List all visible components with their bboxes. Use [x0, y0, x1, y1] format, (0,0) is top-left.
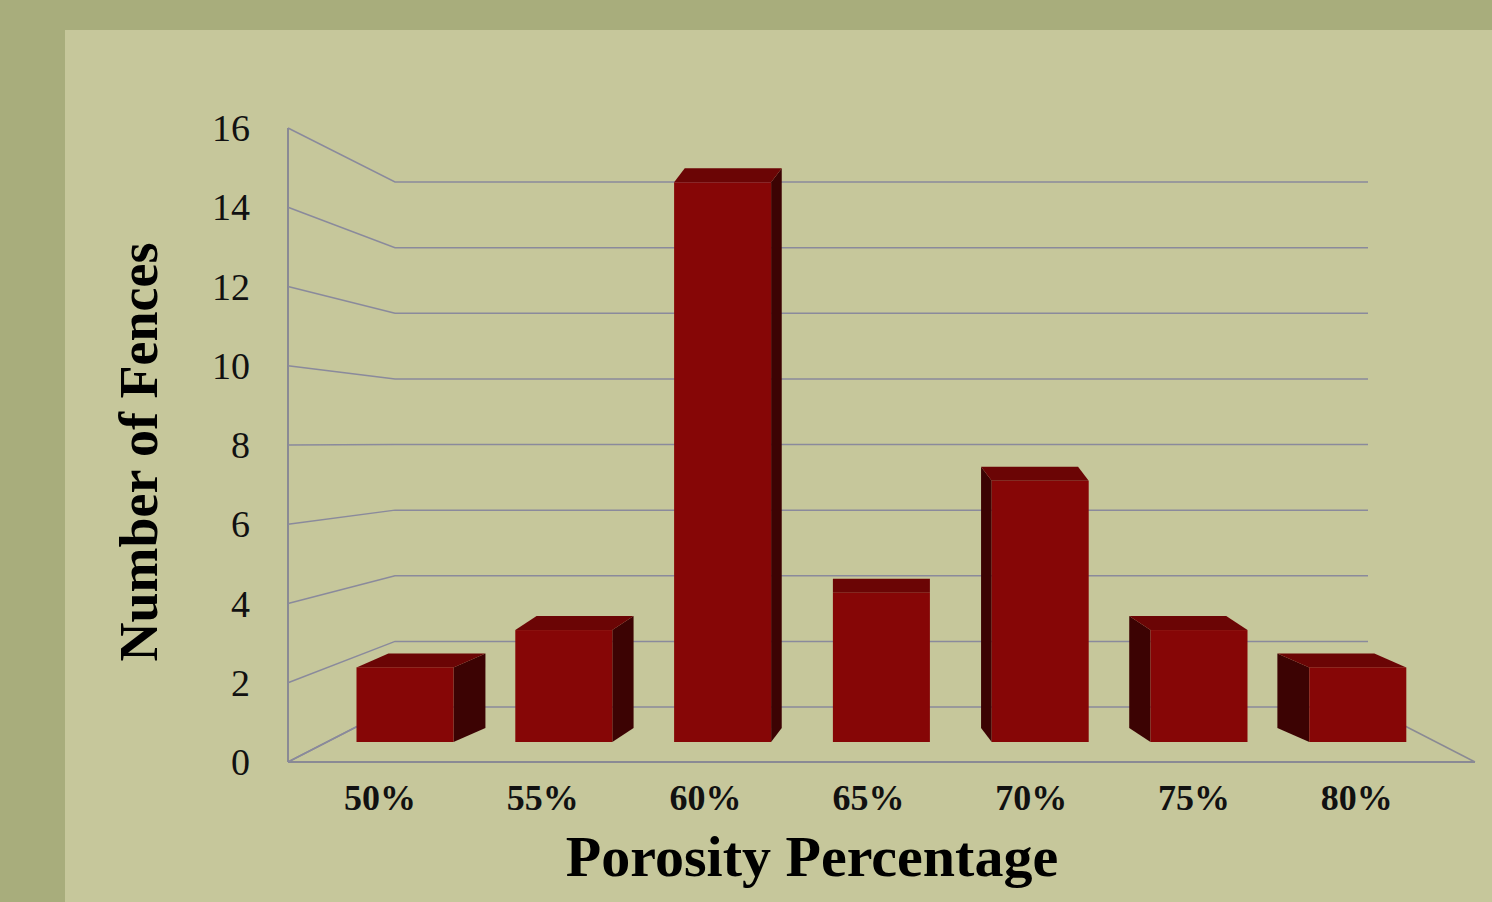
y-tick-label: 14 — [212, 186, 250, 228]
bar — [992, 481, 1089, 742]
panel — [65, 30, 1492, 902]
bar-top — [1277, 653, 1406, 667]
bars — [357, 168, 1407, 742]
bar-top — [981, 467, 1089, 481]
bar-top — [357, 653, 486, 667]
bar-top — [1129, 616, 1247, 630]
bar-top — [833, 579, 930, 593]
bar-side — [1129, 616, 1150, 742]
x-axis — [288, 761, 1475, 763]
bar — [1151, 630, 1248, 742]
x-tick-label: 50% — [344, 778, 416, 818]
x-tick-label: 55% — [507, 778, 579, 818]
background — [0, 0, 1492, 902]
bar-side — [1277, 653, 1309, 742]
y-tick-label: 4 — [231, 583, 250, 625]
x-tick-label: 70% — [995, 778, 1067, 818]
grid-line — [288, 207, 1368, 247]
y-tick-label: 16 — [212, 107, 250, 149]
bar — [1309, 667, 1406, 742]
y-axis-title: Number of Fences — [109, 243, 169, 662]
x-tick-label: 60% — [670, 778, 742, 818]
y-tick-label: 0 — [231, 741, 250, 783]
grid-line — [288, 510, 1368, 524]
bar-side — [771, 168, 782, 742]
bar — [833, 593, 930, 742]
x-tick-label: 65% — [832, 778, 904, 818]
y-tick-label: 12 — [212, 266, 250, 308]
y-tick-label: 2 — [231, 662, 250, 704]
grid-line — [288, 366, 1368, 379]
bar — [515, 630, 612, 742]
y-tick-label: 10 — [212, 345, 250, 387]
y-tick-label: 6 — [231, 503, 250, 545]
chart: 0 2 4 6 8 10 12 14 16 50% 55% 60% 65% 70% 75% 80% Porosi… — [0, 0, 1492, 902]
bar-side — [612, 616, 633, 742]
x-tick-label: 80% — [1321, 778, 1393, 818]
grid-line — [288, 444, 1368, 446]
x-tick-label: 75% — [1158, 778, 1230, 818]
bar-side — [981, 467, 992, 742]
bar-side — [454, 653, 486, 742]
grid-line — [288, 287, 1368, 314]
bar-top — [515, 616, 633, 630]
x-axis-title: Porosity Percentage — [566, 824, 1058, 889]
bar — [674, 182, 771, 742]
grid-line — [288, 128, 1368, 182]
y-tick-label: 8 — [231, 424, 250, 466]
grid-line — [288, 576, 1368, 604]
bar-top — [674, 168, 782, 182]
bar — [357, 667, 454, 742]
